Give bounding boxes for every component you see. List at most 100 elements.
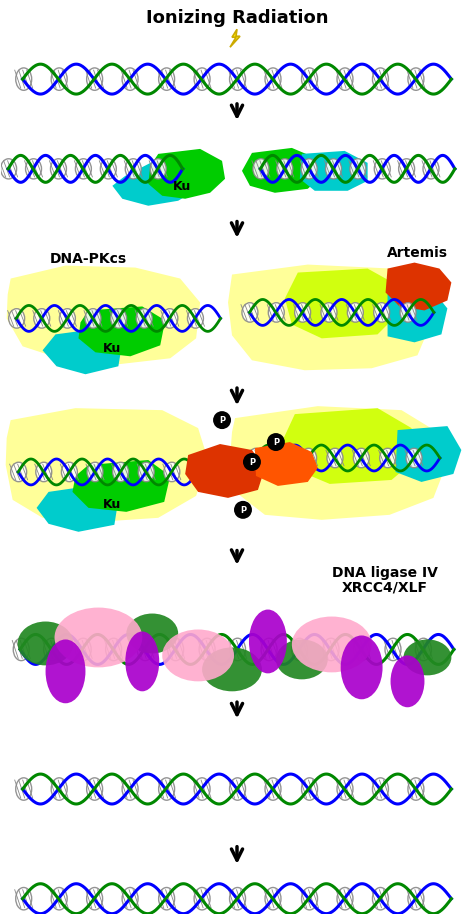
Ellipse shape xyxy=(301,448,317,468)
Ellipse shape xyxy=(44,639,60,661)
Ellipse shape xyxy=(350,159,366,179)
Ellipse shape xyxy=(399,159,415,179)
Ellipse shape xyxy=(229,639,246,661)
Polygon shape xyxy=(7,265,200,364)
Polygon shape xyxy=(285,269,400,339)
Ellipse shape xyxy=(380,448,396,468)
Ellipse shape xyxy=(55,608,142,667)
Ellipse shape xyxy=(164,462,180,481)
Ellipse shape xyxy=(16,68,32,91)
Ellipse shape xyxy=(229,68,246,91)
Ellipse shape xyxy=(87,68,102,91)
Text: Ionizing Radiation: Ionizing Radiation xyxy=(146,9,328,27)
Ellipse shape xyxy=(408,778,424,801)
Polygon shape xyxy=(148,149,225,199)
Ellipse shape xyxy=(408,68,424,91)
Text: P: P xyxy=(240,506,246,515)
Ellipse shape xyxy=(188,308,203,328)
Ellipse shape xyxy=(34,308,50,328)
Ellipse shape xyxy=(0,159,17,179)
Ellipse shape xyxy=(265,888,281,910)
Ellipse shape xyxy=(162,308,178,328)
Ellipse shape xyxy=(373,778,388,801)
Ellipse shape xyxy=(194,778,210,801)
Ellipse shape xyxy=(277,159,293,179)
Ellipse shape xyxy=(265,68,281,91)
Polygon shape xyxy=(228,264,431,371)
Ellipse shape xyxy=(374,303,390,322)
Ellipse shape xyxy=(87,462,103,481)
Ellipse shape xyxy=(199,639,215,661)
Text: Artemis: Artemis xyxy=(387,245,448,260)
Ellipse shape xyxy=(295,303,310,322)
Ellipse shape xyxy=(51,778,67,801)
Ellipse shape xyxy=(373,888,388,910)
Polygon shape xyxy=(36,485,118,532)
Ellipse shape xyxy=(150,159,166,179)
Ellipse shape xyxy=(248,448,264,468)
Ellipse shape xyxy=(125,159,141,179)
Ellipse shape xyxy=(194,68,210,91)
Ellipse shape xyxy=(125,631,159,692)
Ellipse shape xyxy=(406,448,422,468)
Ellipse shape xyxy=(242,303,258,322)
Circle shape xyxy=(267,433,285,451)
Polygon shape xyxy=(112,159,200,206)
Ellipse shape xyxy=(385,639,401,661)
Polygon shape xyxy=(385,263,451,310)
Text: DNA ligase IV: DNA ligase IV xyxy=(332,565,438,580)
Ellipse shape xyxy=(403,640,451,675)
Ellipse shape xyxy=(159,888,174,910)
Ellipse shape xyxy=(292,617,372,673)
Ellipse shape xyxy=(337,778,353,801)
Text: Ku: Ku xyxy=(173,180,191,193)
Polygon shape xyxy=(255,442,318,486)
Ellipse shape xyxy=(337,68,353,91)
Ellipse shape xyxy=(18,621,73,665)
Ellipse shape xyxy=(26,159,42,179)
Polygon shape xyxy=(79,307,165,356)
Ellipse shape xyxy=(408,888,424,910)
Ellipse shape xyxy=(13,639,29,661)
Ellipse shape xyxy=(113,462,128,481)
Ellipse shape xyxy=(391,655,424,707)
Ellipse shape xyxy=(327,448,343,468)
Ellipse shape xyxy=(354,639,369,661)
Ellipse shape xyxy=(87,778,102,801)
Text: P: P xyxy=(249,458,255,467)
Ellipse shape xyxy=(106,639,122,661)
Ellipse shape xyxy=(190,462,205,481)
Ellipse shape xyxy=(261,639,277,661)
Polygon shape xyxy=(230,29,240,48)
Ellipse shape xyxy=(138,462,154,481)
Ellipse shape xyxy=(301,888,318,910)
Ellipse shape xyxy=(374,159,390,179)
Polygon shape xyxy=(282,408,418,484)
Ellipse shape xyxy=(229,778,246,801)
Ellipse shape xyxy=(268,303,284,322)
Ellipse shape xyxy=(62,462,77,481)
Ellipse shape xyxy=(162,630,234,682)
Ellipse shape xyxy=(159,68,174,91)
Ellipse shape xyxy=(353,448,369,468)
Ellipse shape xyxy=(202,648,262,692)
Ellipse shape xyxy=(127,614,178,653)
Ellipse shape xyxy=(337,888,353,910)
Ellipse shape xyxy=(87,888,102,910)
Circle shape xyxy=(213,411,231,429)
Ellipse shape xyxy=(59,308,75,328)
Ellipse shape xyxy=(423,159,439,179)
Ellipse shape xyxy=(9,308,25,328)
Polygon shape xyxy=(43,328,122,374)
Ellipse shape xyxy=(415,639,431,661)
Ellipse shape xyxy=(122,778,138,801)
Text: P: P xyxy=(219,416,225,425)
Ellipse shape xyxy=(75,639,91,661)
Polygon shape xyxy=(73,460,170,511)
Ellipse shape xyxy=(11,462,27,481)
Ellipse shape xyxy=(194,888,210,910)
Ellipse shape xyxy=(321,303,337,322)
Ellipse shape xyxy=(373,68,388,91)
Ellipse shape xyxy=(274,448,290,468)
Circle shape xyxy=(234,501,252,519)
